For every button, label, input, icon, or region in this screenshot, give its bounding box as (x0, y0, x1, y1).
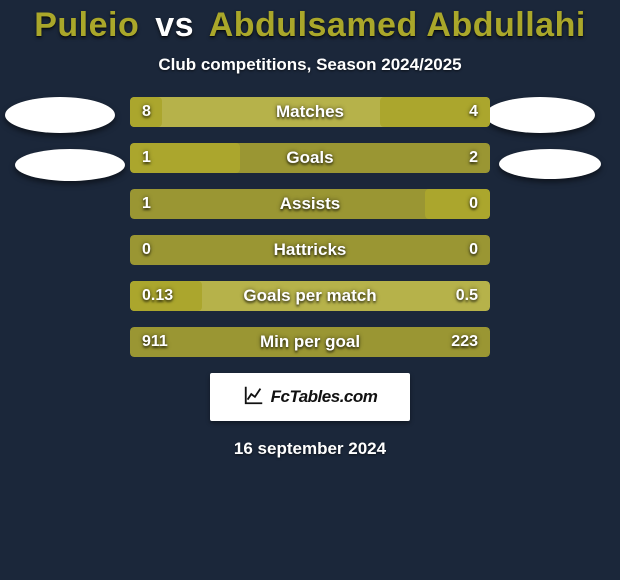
comparison-stage: Matches84Goals12Assists10Hattricks00Goal… (0, 97, 620, 357)
page-title: Puleio vs Abdulsamed Abdullahi (0, 0, 620, 45)
branding-text: FcTables.com (271, 387, 378, 407)
date-label: 16 september 2024 (0, 439, 620, 459)
stat-row: Goals per match0.13 0.5 (130, 281, 490, 311)
stat-label: Goals (130, 143, 490, 173)
stat-row: Matches8 4 (130, 97, 490, 127)
stat-value-left: 0 (142, 235, 151, 265)
avatar-placeholder (15, 149, 125, 181)
stat-label: Hattricks (130, 235, 490, 265)
stat-value-left: 911 (142, 327, 168, 357)
stat-value-left: 1 (142, 143, 151, 173)
stat-value-left: 1 (142, 189, 151, 219)
branding-badge: FcTables.com (210, 373, 410, 421)
stat-value-right: 2 (469, 143, 478, 173)
stat-row: Hattricks0 0 (130, 235, 490, 265)
title-player-right: Abdulsamed Abdullahi (209, 6, 586, 44)
chart-icon (243, 384, 265, 411)
stat-row: Min per goal911 223 (130, 327, 490, 357)
avatar-placeholder (5, 97, 115, 133)
title-vs: vs (155, 6, 194, 44)
stat-value-left: 0.13 (142, 281, 173, 311)
stat-value-right: 223 (451, 327, 478, 357)
stat-value-right: 0.5 (456, 281, 478, 311)
stat-value-right: 0 (469, 235, 478, 265)
stat-value-right: 0 (469, 189, 478, 219)
stat-value-left: 8 (142, 97, 151, 127)
stat-row: Goals1 2 (130, 143, 490, 173)
title-player-left: Puleio (34, 6, 139, 44)
stat-label: Assists (130, 189, 490, 219)
avatar-placeholder (499, 149, 601, 179)
subtitle: Club competitions, Season 2024/2025 (0, 55, 620, 75)
stat-label: Matches (130, 97, 490, 127)
stat-value-right: 4 (469, 97, 478, 127)
stat-label: Goals per match (130, 281, 490, 311)
stat-row: Assists1 0 (130, 189, 490, 219)
avatar-placeholder (485, 97, 595, 133)
stat-label: Min per goal (130, 327, 490, 357)
